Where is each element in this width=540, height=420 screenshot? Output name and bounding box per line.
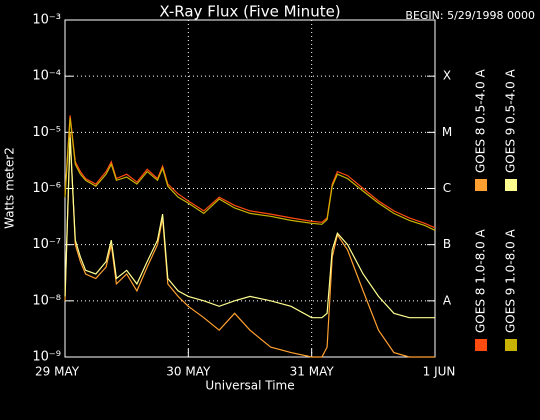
legend-label: GOES 8 1.0-8.0 A [474,228,488,333]
x-tick-label: 31 MAY [290,365,335,379]
flare-class-label: X [443,69,451,83]
series-line [64,137,435,319]
series-line [64,117,436,231]
legend-label: GOES 9 1.0-8.0 A [504,228,518,333]
legend-swatch [505,339,517,351]
y-tick-label: 10⁻⁸ [32,293,61,308]
x-tick-label: 30 MAY [166,365,211,379]
y-tick-label: 10⁻⁷ [32,237,61,252]
x-tick-label: 1 JUN [423,365,456,379]
legend-label: GOES 9 0.5-4.0 A [504,68,518,173]
y-tick-label: 10⁻⁴ [32,69,61,84]
legend-label: GOES 8 0.5-4.0 A [474,68,488,173]
flare-class-label: A [443,293,452,307]
legend-swatch [505,179,517,191]
chart-subtitle: BEGIN: 5/29/1998 0000 [405,9,535,22]
x-tick-label: 29 MAY [35,365,80,379]
y-tick-label: 10⁻⁹ [32,350,61,365]
x-axis-label: Universal Time [205,379,294,393]
y-tick-label: 10⁻³ [32,13,61,28]
flare-class-label: C [443,181,451,195]
chart-title: X-Ray Flux (Five Minute) [159,3,340,21]
legend-swatch [475,339,487,351]
flare-class-label: B [443,237,451,251]
y-tick-label: 10⁻⁵ [32,125,61,140]
legend-swatch [475,179,487,191]
y-tick-label: 10⁻⁶ [32,181,61,196]
flare-class-label: M [442,125,452,139]
y-axis-label: Watts meter2 [3,147,17,229]
series-line [64,115,436,229]
series-line [64,132,435,358]
